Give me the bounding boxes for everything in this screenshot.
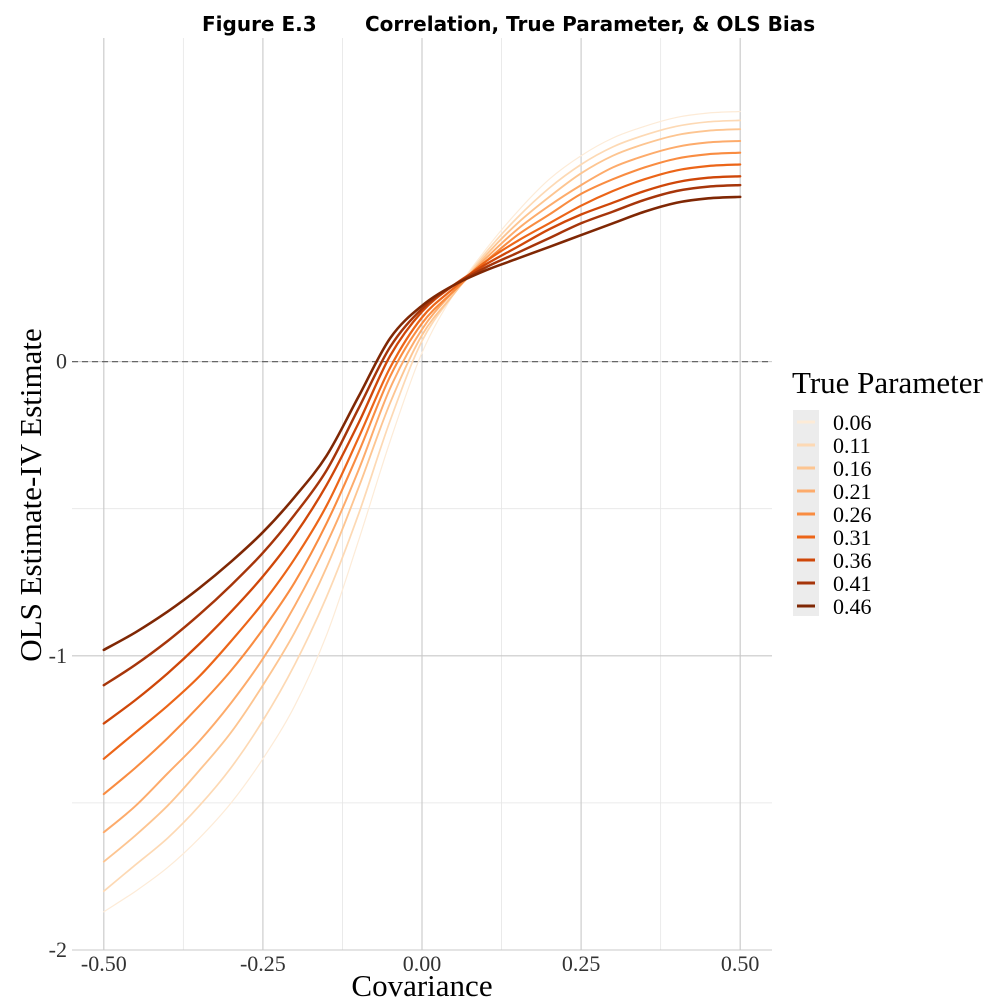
legend-label-0-06: 0.06	[833, 410, 872, 435]
series-line-0-16	[102, 128, 742, 863]
x-tick-label: -0.25	[240, 951, 286, 976]
figure-title-text: Correlation, True Parameter, & OLS Bias	[365, 12, 815, 36]
series-line-0-06	[103, 110, 741, 913]
x-axis-title: Covariance	[351, 968, 492, 1003]
legend-label-0-31: 0.31	[833, 525, 872, 550]
x-tick-label: 0.50	[721, 951, 760, 976]
figure-label: Figure E.3	[202, 12, 317, 36]
legend-label-0-26: 0.26	[833, 502, 872, 527]
y-axis-title: OLS Estimate-IV Estimate	[13, 328, 48, 661]
y-tick-label: -2	[49, 937, 67, 962]
y-tick-label: 0	[56, 349, 67, 374]
y-tick-label: -1	[49, 643, 67, 668]
legend-label-0-16: 0.16	[833, 456, 872, 481]
legend-label-0-21: 0.21	[833, 479, 872, 504]
series-line-0-46	[102, 195, 742, 652]
series-line-0-41	[102, 183, 742, 687]
plot-panel	[72, 38, 772, 951]
legend-items: 0.060.110.160.210.260.310.360.410.46	[797, 410, 872, 619]
legend-label-0-11: 0.11	[833, 433, 871, 458]
series-line-0-31	[102, 163, 742, 760]
y-axis-ticks: -2 -1 0	[49, 349, 67, 962]
x-tick-label: -0.50	[81, 951, 127, 976]
series-line-0-11	[102, 119, 742, 893]
series-group	[102, 110, 742, 913]
figure-title: Figure E.3 Correlation, True Parameter, …	[202, 12, 815, 36]
series-line-0-36	[102, 175, 742, 725]
legend-label-0-41: 0.41	[833, 571, 872, 596]
x-axis-ticks: -0.50 -0.25 0.00 0.25 0.50	[81, 951, 760, 976]
legend-label-0-36: 0.36	[833, 548, 872, 573]
series-line-0-21	[102, 140, 742, 834]
legend-title: True Parameter	[792, 365, 984, 400]
legend-label-0-46: 0.46	[833, 594, 872, 619]
x-tick-label: 0.00	[403, 951, 442, 976]
legend: True Parameter 0.060.110.160.210.260.310…	[792, 365, 984, 619]
x-tick-label: 0.25	[562, 951, 601, 976]
series-line-0-26	[102, 151, 742, 796]
grid	[72, 38, 772, 951]
